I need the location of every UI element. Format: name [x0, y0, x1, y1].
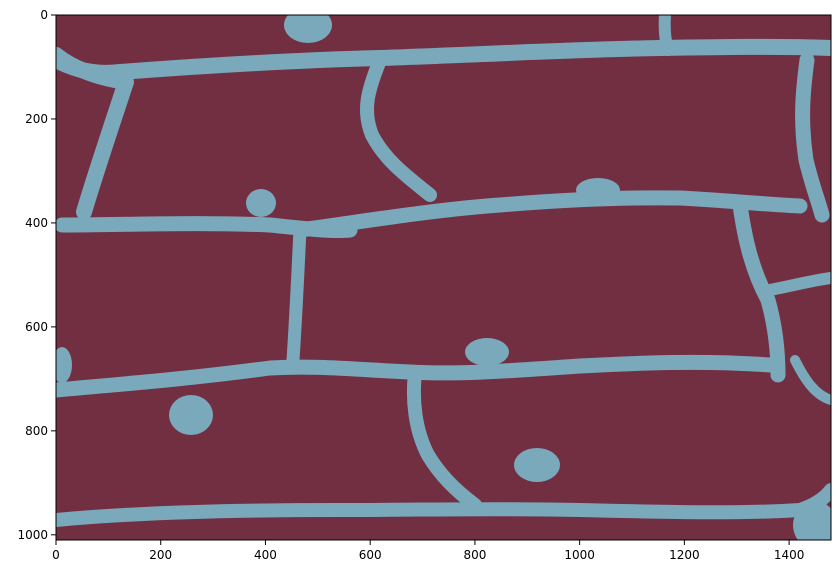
y-tick-label: 1000 — [17, 528, 48, 542]
x-tick-label: 1400 — [774, 548, 805, 562]
y-tick-label: 0 — [40, 8, 48, 22]
x-tick-label: 600 — [359, 548, 382, 562]
y-tick-label: 400 — [25, 216, 48, 230]
y-tick-label: 800 — [25, 424, 48, 438]
segmentation-image — [56, 15, 831, 540]
x-tick-label: 0 — [52, 548, 60, 562]
background-region — [56, 15, 831, 540]
axes-frame — [55, 14, 832, 541]
foreground-blobs — [56, 15, 831, 540]
x-tick-label: 200 — [149, 548, 172, 562]
y-tick-label: 600 — [25, 320, 48, 334]
x-tick-label: 1200 — [669, 548, 700, 562]
x-tick-label: 800 — [463, 548, 486, 562]
x-tick-label: 1000 — [564, 548, 595, 562]
x-axis: 0 200 400 600 800 1000 1200 1400 — [52, 540, 804, 562]
y-axis: 0 200 400 600 800 1000 — [17, 8, 56, 542]
y-tick-label: 200 — [25, 112, 48, 126]
x-tick-label: 400 — [254, 548, 277, 562]
